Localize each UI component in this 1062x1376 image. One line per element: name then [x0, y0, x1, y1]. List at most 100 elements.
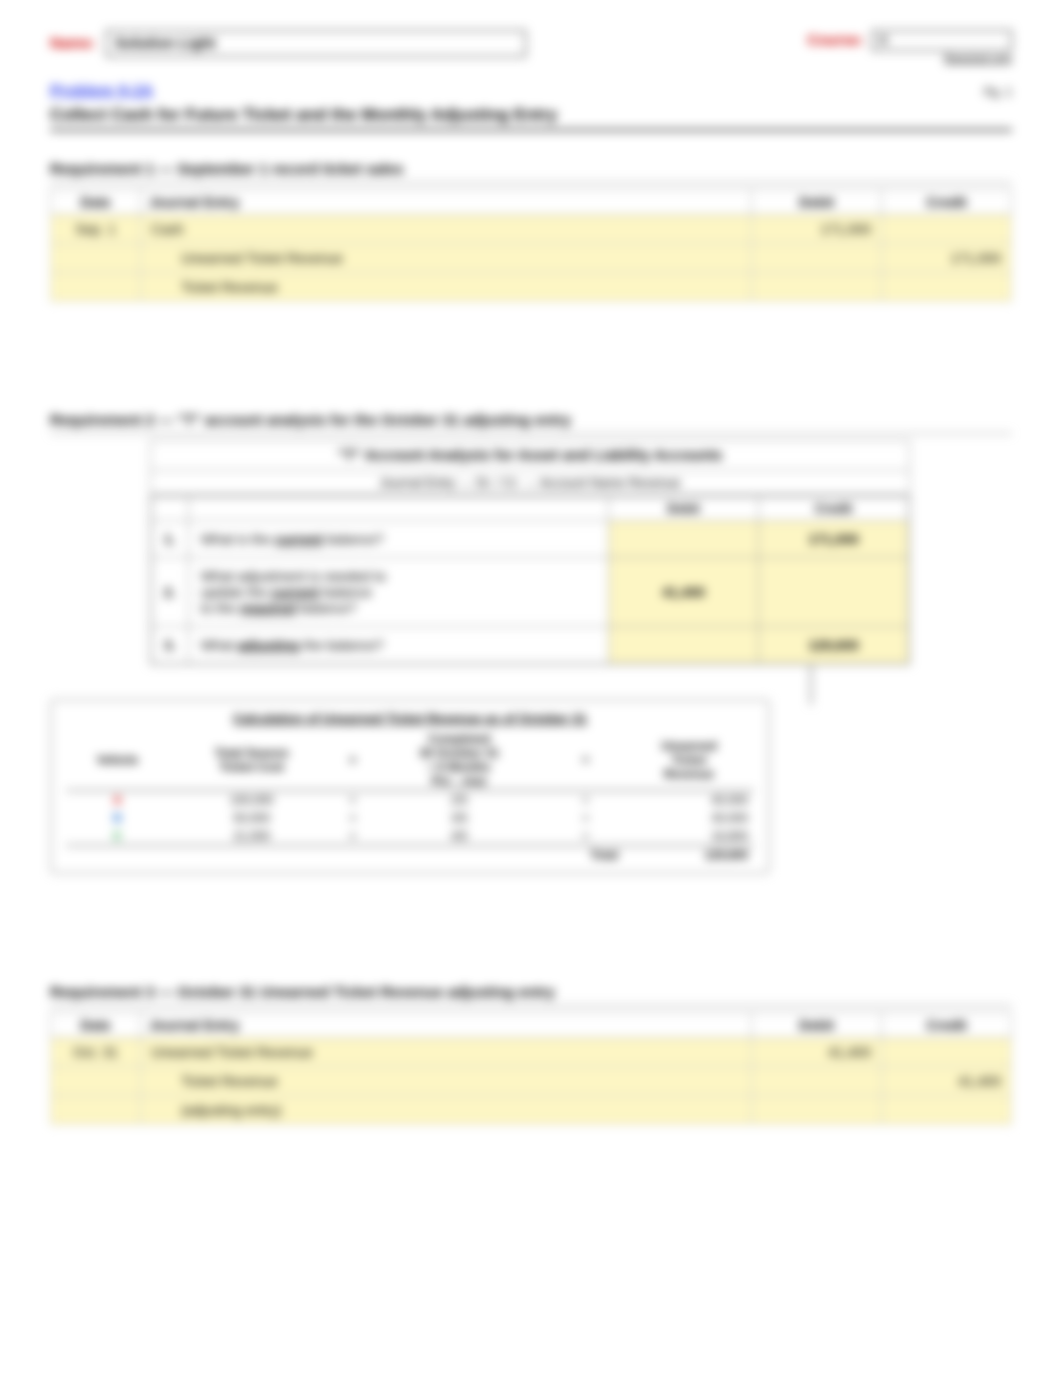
table-row: 2.What adjustment is needed toupdate the… [152, 558, 909, 627]
page-label: Pg. 1 [984, 85, 1012, 99]
calc-total-row: Total129,600 [66, 846, 754, 865]
calc-col: Completed30 October 31÷ 6 MonthsPer…max [371, 730, 547, 791]
cell-qnum: 3. [152, 627, 189, 664]
cell: 2/5 [371, 791, 547, 810]
cell: × [334, 791, 371, 810]
cell-qnum: 2. [152, 558, 189, 627]
header-undertext: Required only [944, 53, 1012, 65]
cell-date: Sep. 1 [51, 215, 141, 244]
problem-line: Problem 9-2A Pg. 1 [50, 83, 1012, 101]
course-label: Course: [807, 32, 864, 49]
cell-debit: 41,400 [752, 1038, 882, 1067]
req1-table: Date Journal Entry Debit Credit Sep. 1Ca… [50, 189, 1012, 302]
table-row: C21,000×4/5=16,800 [66, 827, 754, 846]
cell-credit [882, 1038, 1012, 1067]
cell-debit [609, 521, 759, 558]
cell: 100,000 [169, 791, 334, 810]
req3-th-entry: Journal Entry [141, 1013, 752, 1038]
cell: × [334, 809, 371, 827]
cell-entry: Ticket Revenue [141, 273, 752, 302]
table-row: Oct. 31Unearned Ticket Revenue41,400 [51, 1038, 1012, 1067]
cell-debit [609, 627, 759, 664]
calc-col: UnearnedTicketRevenue [624, 730, 754, 791]
req3-label: Requirement 3 — October 31 Unearned Tick… [50, 984, 1012, 1006]
calc-col: Total SeasonTicket Cost [169, 730, 334, 791]
table-row: A100,000×2/5=40,000 [66, 791, 754, 810]
table-row: B50,000×3/5=30,000 [66, 809, 754, 827]
table-row: Unearned Ticket Revenue 171,000 [51, 244, 1012, 273]
calc-col: × [334, 730, 371, 791]
cell: 21,000 [169, 827, 334, 846]
req1-label: Requirement 1 — September 1 record ticke… [50, 161, 1012, 183]
cell-date [51, 1096, 141, 1125]
cell: = [547, 809, 624, 827]
name-value: Solution Light [106, 30, 526, 57]
cell-question: What is the current balance? [188, 521, 608, 558]
cell-entry: Unearned Ticket Revenue [141, 244, 752, 273]
calc-total-label: Total [547, 846, 624, 865]
cell-date [51, 244, 141, 273]
cell-debit [752, 244, 882, 273]
cell-credit [759, 558, 909, 627]
cell: 40,000 [624, 791, 754, 810]
name-block: Name: Solution Light [50, 30, 526, 57]
t-col-credit: Credit [759, 497, 909, 521]
req3-table: Date Journal Entry Debit Credit Oct. 31U… [50, 1012, 1012, 1125]
req3-th-credit: Credit [882, 1013, 1012, 1038]
table-row: 1.What is the current balance?171,000 [152, 521, 909, 558]
cell: 3/5 [371, 809, 547, 827]
cell-entry: Cash [141, 215, 752, 244]
calc-box: Calculation of Unearned Ticket Revenue a… [50, 699, 770, 874]
name-label: Name: [50, 35, 96, 52]
cell-date [51, 273, 141, 302]
calc-title: Calculation of Unearned Ticket Revenue a… [66, 711, 754, 726]
cell-entry: Ticket Revenue [141, 1067, 752, 1096]
req2-label: Requirement 2 — "T" account analysis for… [50, 412, 1012, 434]
cell: = [547, 791, 624, 810]
req1-th-credit: Credit [882, 190, 1012, 215]
calc-col: Vehicle [66, 730, 169, 791]
cell-debit [752, 1096, 882, 1125]
cell: B [66, 809, 169, 827]
cell-debit: 41,400 [609, 558, 759, 627]
cell-credit [882, 1096, 1012, 1125]
table-row: Ticket Revenue 41,400 [51, 1067, 1012, 1096]
cell-credit: 171,000 [759, 521, 909, 558]
cell: = [547, 827, 624, 846]
cell: C [66, 827, 169, 846]
cell-credit [882, 273, 1012, 302]
cell-entry: Unearned Ticket Revenue [141, 1038, 752, 1067]
calc-col: = [547, 730, 624, 791]
cell: 4/5 [371, 827, 547, 846]
cell-date [51, 1067, 141, 1096]
table-row: Ticket Revenue [51, 273, 1012, 302]
header: Name: Solution Light Course: R Required … [50, 30, 1012, 65]
cell-debit [752, 1067, 882, 1096]
req3-th-debit: Debit [752, 1013, 882, 1038]
t-account-box: "T" Account Analysis for Asset and Liabi… [150, 440, 910, 665]
t-col-debit: Debit [609, 497, 759, 521]
cell: × [334, 827, 371, 846]
cell-question: What adjustment is needed toupdate the c… [188, 558, 608, 627]
calc-total-value: 129,600 [624, 846, 754, 865]
cell-entry: (adjusting entry) [141, 1096, 752, 1125]
req3-th-date: Date [51, 1013, 141, 1038]
cell: A [66, 791, 169, 810]
cell-debit [752, 273, 882, 302]
cell-credit: 129,600 [759, 627, 909, 664]
cell-credit: 171,000 [882, 244, 1012, 273]
cell-question: What adjusting the balance? [188, 627, 608, 664]
cell-debit: 171,000 [752, 215, 882, 244]
t-box-title: "T" Account Analysis for Asset and Liabi… [151, 441, 909, 471]
course-value: R [872, 30, 1012, 51]
course-block: Course: R Required only [807, 30, 1012, 65]
cell-date: Oct. 31 [51, 1038, 141, 1067]
cell-credit: 41,400 [882, 1067, 1012, 1096]
table-row: 3.What adjusting the balance? 129,600 [152, 627, 909, 664]
table-row: Sep. 1Cash171,000 [51, 215, 1012, 244]
connector-line [810, 665, 812, 705]
req1-th-entry: Journal Entry [141, 190, 752, 215]
page-title: Collect Cash for Future Ticket and the M… [50, 105, 1012, 131]
req1-th-debit: Debit [752, 190, 882, 215]
cell: 30,000 [624, 809, 754, 827]
